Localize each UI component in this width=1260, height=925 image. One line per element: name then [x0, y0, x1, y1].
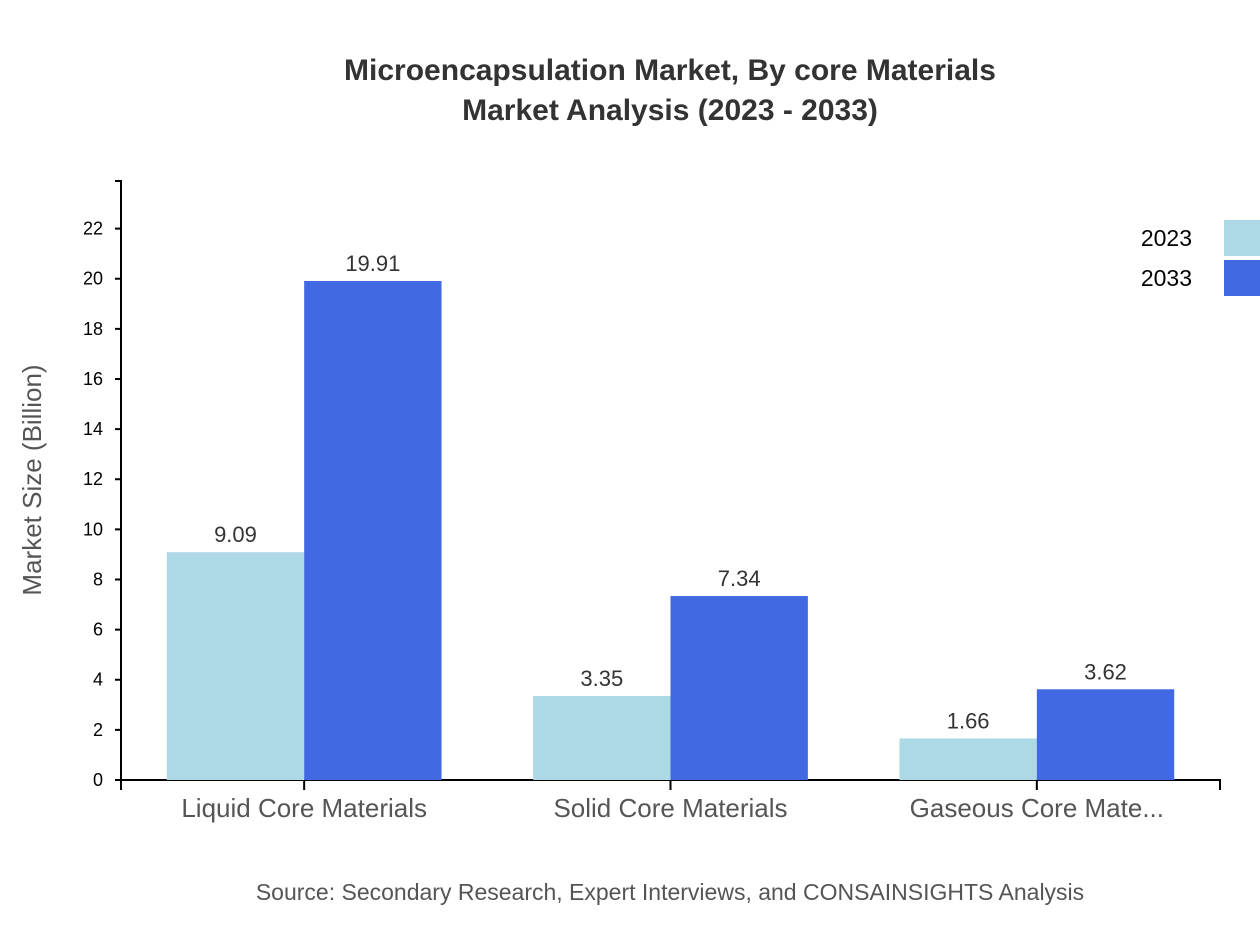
data-label: 9.09 [214, 522, 257, 547]
data-label: 3.62 [1084, 659, 1127, 684]
y-tick-label: 22 [83, 219, 103, 239]
y-axis-label: Market Size (Billion) [17, 364, 47, 595]
legend-label: 2033 [1141, 265, 1192, 291]
chart-subtitle: Market Analysis (2023 - 2033) [462, 94, 878, 127]
y-tick-label: 18 [83, 319, 103, 339]
bar-2033 [304, 281, 442, 780]
legend-label: 2023 [1141, 225, 1192, 251]
y-tick-label: 8 [93, 569, 103, 589]
y-tick-label: 4 [93, 670, 103, 690]
y-tick-label: 10 [83, 519, 103, 539]
x-tick-label: Solid Core Materials [553, 793, 787, 823]
x-tick-label: Liquid Core Materials [181, 793, 427, 823]
data-label: 3.35 [580, 666, 623, 691]
data-label: 19.91 [345, 251, 400, 276]
bar-2033 [670, 596, 808, 780]
bar-2023 [166, 552, 305, 780]
y-tick-label: 14 [83, 419, 103, 439]
bar-2033 [1036, 689, 1175, 780]
x-tick-label: Gaseous Core Mate... [910, 793, 1164, 823]
y-tick-label: 20 [83, 269, 103, 289]
data-label: 1.66 [947, 708, 990, 733]
y-tick-label: 6 [93, 620, 103, 640]
legend-swatch-2033 [1224, 260, 1260, 296]
bar-2023 [533, 696, 671, 780]
legend-swatch-2023 [1224, 220, 1260, 256]
y-tick-label: 16 [83, 369, 103, 389]
y-axis-line [115, 180, 122, 780]
bar-2023 [899, 738, 1037, 780]
y-tick-label: 0 [93, 770, 103, 790]
data-label: 7.34 [718, 566, 761, 591]
y-tick-label: 2 [93, 720, 103, 740]
y-tick-label: 12 [83, 469, 103, 489]
source-note: Source: Secondary Research, Expert Inter… [256, 879, 1084, 905]
chart-title: Microencapsulation Market, By core Mater… [344, 54, 996, 87]
